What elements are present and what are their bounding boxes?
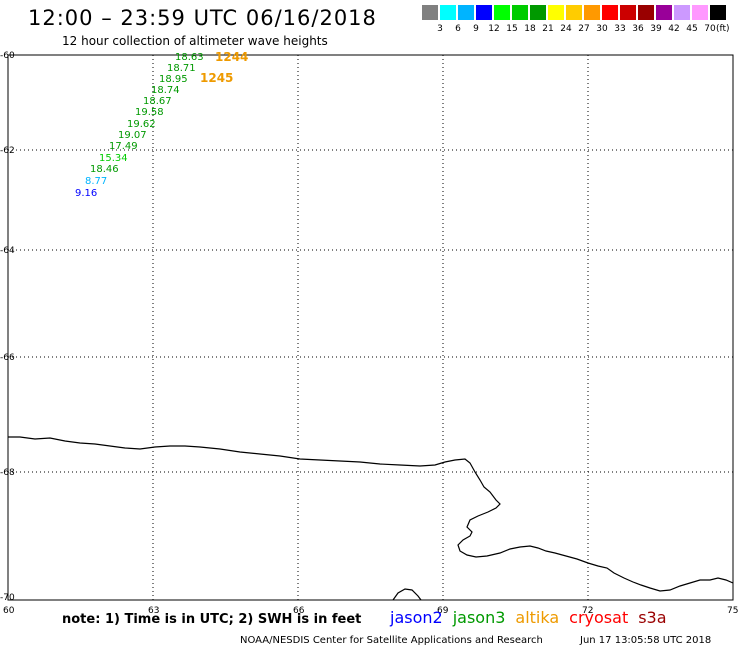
graticule <box>8 55 733 600</box>
legend-swatch <box>476 5 492 20</box>
legend-tick-label: 39 <box>650 24 662 34</box>
legend-swatch <box>710 5 726 20</box>
latitude-label: -70 <box>0 593 15 603</box>
wave-height-value: 19.07 <box>118 130 147 141</box>
legend-swatch <box>512 5 528 20</box>
legend-tick-label: 24 <box>560 24 572 34</box>
map-subtitle: 12 hour collection of altimeter wave hei… <box>62 34 328 48</box>
legend-tick-label: 30 <box>596 24 608 34</box>
legend-tick-label: 18 <box>524 24 536 34</box>
satellite-legend: jason2 jason3 altika cryosat s3a <box>390 608 677 627</box>
legend-swatch <box>602 5 618 20</box>
generation-timestamp: Jun 17 13:05:58 UTC 2018 <box>580 635 712 646</box>
wave-height-value: 18.74 <box>151 85 180 96</box>
legend-tick-label: 15 <box>506 24 518 34</box>
wave-height-value: 15.34 <box>99 153 128 164</box>
wave-height-value: 18.63 <box>175 52 204 63</box>
wave-height-measurements: 18.6318.7118.9518.7418.6719.5819.6219.07… <box>75 52 204 199</box>
legend-tick-label: 27 <box>578 24 590 34</box>
wave-height-value: 19.62 <box>127 119 156 130</box>
legend-swatch <box>494 5 510 20</box>
legend-tick-label: 42 <box>668 24 680 34</box>
latitude-labels: -60 -62 -64 -66 -68 -70 <box>0 51 15 603</box>
units-note: note: 1) Time is in UTC; 2) SWH is in fe… <box>62 612 362 627</box>
coastline <box>8 436 734 592</box>
longitude-label: 75 <box>727 606 738 616</box>
latitude-label: -60 <box>0 51 15 61</box>
legend-tick-label: 45 <box>686 24 698 34</box>
longitude-label: 72 <box>582 606 593 616</box>
wave-height-value: 17.49 <box>109 141 138 152</box>
pass-label-1245: 1245 <box>200 71 233 85</box>
wave-height-value: 18.46 <box>90 164 119 175</box>
satellite-name-cryosat: cryosat <box>569 608 629 627</box>
latitude-label: -68 <box>0 468 15 478</box>
legend-tick-label: 12 <box>488 24 500 34</box>
legend-swatch <box>566 5 582 20</box>
legend-tick-label: 21 <box>542 24 554 34</box>
legend-swatch <box>638 5 654 20</box>
wave-height-value: 18.67 <box>143 96 172 107</box>
wave-height-value: 18.95 <box>159 74 188 85</box>
satellite-name-s3a: s3a <box>638 608 667 627</box>
legend-swatch <box>584 5 600 20</box>
map-frame <box>7 54 734 601</box>
longitude-label: 66 <box>293 606 305 616</box>
satellite-name-jason2: jason2 <box>390 608 443 627</box>
wave-height-value: 9.16 <box>75 188 97 199</box>
legend-swatch <box>548 5 564 20</box>
legend-swatch <box>692 5 708 20</box>
satellite-name-jason3: jason3 <box>452 608 506 627</box>
legend-swatch <box>422 5 438 20</box>
wave-height-value: 18.71 <box>167 63 196 74</box>
longitude-label: 60 <box>3 606 15 616</box>
wave-height-value: 19.58 <box>135 107 164 118</box>
legend-tick-label: 3 <box>437 24 443 34</box>
satellite-name-altika: altika <box>515 608 560 627</box>
legend-tick-label: 33 <box>614 24 626 34</box>
longitude-label: 69 <box>437 606 449 616</box>
legend-swatch <box>656 5 672 20</box>
legend-swatch <box>458 5 474 20</box>
map-title: 12:00 – 23:59 UTC 06/16/2018 <box>28 6 377 30</box>
legend-swatch <box>530 5 546 20</box>
legend-tick-label: 9 <box>473 24 479 34</box>
credit-line: NOAA/NESDIS Center for Satellite Applica… <box>240 635 543 646</box>
latitude-label: -64 <box>0 246 15 256</box>
latitude-label: -62 <box>0 146 15 156</box>
legend-swatch <box>440 5 456 20</box>
legend-swatch <box>674 5 690 20</box>
legend-tick-label: 6 <box>455 24 461 34</box>
legend-tick-label: 70 <box>704 24 716 34</box>
legend-tick-label: 36 <box>632 24 644 34</box>
longitude-label: 63 <box>148 606 159 616</box>
legend-swatch <box>620 5 636 20</box>
latitude-label: -66 <box>0 353 15 363</box>
legend-unit: (ft) <box>716 24 730 34</box>
longitude-labels: 60 63 66 69 72 75 <box>3 606 738 616</box>
coastline-fragment <box>392 588 422 601</box>
pass-label-1244: 1244 <box>215 50 248 64</box>
wave-height-value: 8.77 <box>85 176 107 187</box>
